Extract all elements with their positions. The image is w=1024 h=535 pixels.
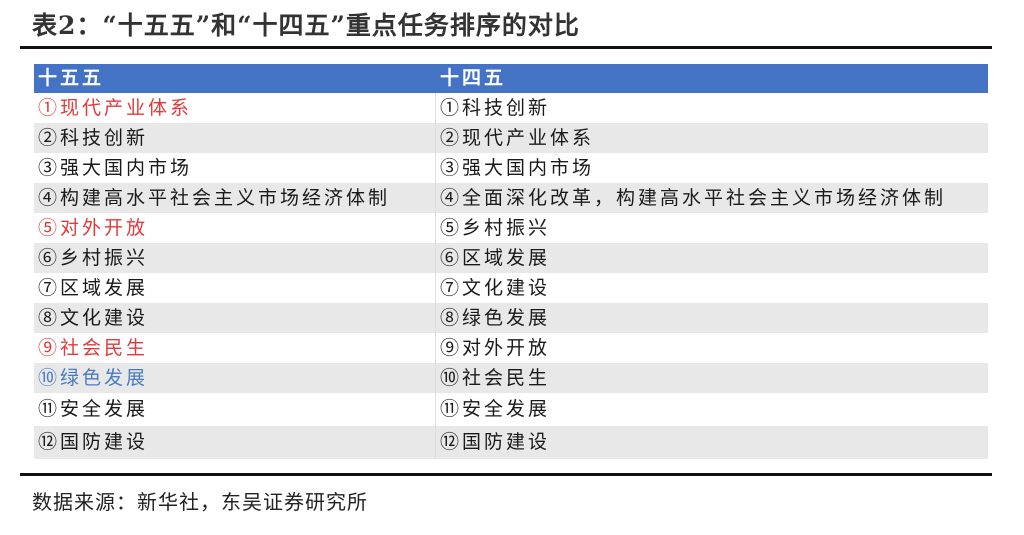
- header-cell: 十五五: [38, 67, 105, 89]
- table-cell: ③强大国内市场: [34, 153, 436, 183]
- table-cell: ⑦区域发展: [34, 273, 436, 303]
- table-header-row: 十五五 十四五: [34, 64, 988, 93]
- table-title: 表2：“十五五”和“十四五”重点任务排序的对比: [32, 11, 580, 40]
- table-row: ⑪安全发展 ⑪安全发展: [34, 393, 988, 426]
- table-cell: ⑫国防建设: [34, 426, 436, 459]
- table-cell: ⑥区域发展: [440, 247, 551, 269]
- comparison-table: 十五五 十四五 ①现代产业体系 ①科技创新 ②科技创新 ②现代产业体系 ③强大国内市场 ③…: [34, 64, 988, 459]
- table-row: ③强大国内市场 ③强大国内市场: [34, 153, 988, 183]
- header-cell: 十四五: [440, 67, 507, 89]
- table-cell: ⑩绿色发展: [34, 363, 436, 393]
- table-cell: ⑤对外开放: [34, 213, 436, 243]
- top-rule: [20, 46, 992, 49]
- table-row: ⑩绿色发展 ⑩社会民生: [34, 363, 988, 393]
- table-cell: ⑧文化建设: [34, 303, 436, 333]
- table-row: ⑧文化建设 ⑧绿色发展: [34, 303, 988, 333]
- table-row: ⑥乡村振兴 ⑥区域发展: [34, 243, 988, 273]
- table-cell: ②现代产业体系: [440, 127, 595, 149]
- table-cell: ⑧绿色发展: [440, 307, 551, 329]
- table-cell: ⑦文化建设: [440, 277, 551, 299]
- table-cell: ⑨对外开放: [440, 337, 551, 359]
- table-cell: ⑫国防建设: [440, 431, 551, 453]
- table-cell: ⑨社会民生: [34, 333, 436, 363]
- table-cell: ④全面深化改革，构建高水平社会主义市场经济体制: [440, 187, 947, 209]
- table-cell: ②科技创新: [34, 123, 436, 153]
- table-row: ④构建高水平社会主义市场经济体制 ④全面深化改革，构建高水平社会主义市场经济体制: [34, 183, 988, 213]
- source-note: 数据来源：新华社，东吴证券研究所: [32, 490, 368, 514]
- table-cell: ⑩社会民生: [440, 367, 551, 389]
- table-cell: ⑥乡村振兴: [34, 243, 436, 273]
- table-row: ⑤对外开放 ⑤乡村振兴: [34, 213, 988, 243]
- table-cell: ④构建高水平社会主义市场经济体制: [34, 183, 436, 213]
- table-cell: ①现代产业体系: [34, 93, 436, 123]
- table-cell: ③强大国内市场: [440, 157, 595, 179]
- table-row: ②科技创新 ②现代产业体系: [34, 123, 988, 153]
- table-cell: ⑤乡村振兴: [440, 217, 551, 239]
- table-row: ①现代产业体系 ①科技创新: [34, 93, 988, 123]
- table-cell: ⑪安全发展: [440, 398, 551, 420]
- table-cell: ⑪安全发展: [34, 393, 436, 426]
- table-row: ⑫国防建设 ⑫国防建设: [34, 426, 988, 459]
- table-row: ⑦区域发展 ⑦文化建设: [34, 273, 988, 303]
- table-row: ⑨社会民生 ⑨对外开放: [34, 333, 988, 363]
- bottom-rule: [20, 473, 992, 476]
- table-cell: ①科技创新: [440, 97, 551, 119]
